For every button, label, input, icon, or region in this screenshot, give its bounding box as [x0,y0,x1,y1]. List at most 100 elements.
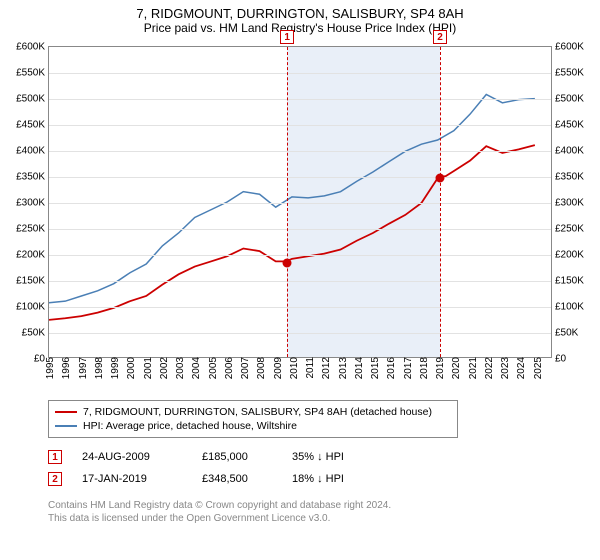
y-axis-label-right: £350K [551,172,584,183]
chart-container: 7, RIDGMOUNT, DURRINGTON, SALISBURY, SP4… [0,0,600,560]
x-axis-label: 2018 [416,357,430,379]
sale-badge: 1 [280,30,294,44]
x-axis-label: 2017 [400,357,414,379]
gridline [49,229,551,230]
gridline [49,307,551,308]
x-axis-label: 2004 [188,357,202,379]
sale-row: 1 24-AUG-2009 £185,000 35% ↓ HPI [48,446,372,468]
y-axis-label-right: £50K [551,328,578,339]
x-axis-label: 2016 [383,357,397,379]
y-axis-label-left: £150K [16,276,49,287]
sale-price: £348,500 [202,473,272,485]
sale-row-badge: 1 [48,450,62,464]
y-axis-label-left: £400K [16,146,49,157]
legend-swatch-property [55,411,77,413]
y-axis-label-left: £600K [16,42,49,53]
y-axis-label-left: £550K [16,68,49,79]
x-axis-label: 2001 [140,357,154,379]
x-axis-label: 2006 [221,357,235,379]
sale-badge: 2 [433,30,447,44]
gridline [49,255,551,256]
y-axis-label-right: £600K [551,42,584,53]
x-axis-label: 2009 [270,357,284,379]
y-axis-label-right: £150K [551,276,584,287]
sale-delta: 35% ↓ HPI [292,451,372,463]
x-axis-label: 2003 [172,357,186,379]
x-axis-label: 2021 [465,357,479,379]
footer-line-1: Contains HM Land Registry data © Crown c… [48,500,391,513]
y-axis-label-left: £450K [16,120,49,131]
plot-area: £0£0£50K£50K£100K£100K£150K£150K£200K£20… [48,46,552,358]
gridline [49,333,551,334]
sales-table: 1 24-AUG-2009 £185,000 35% ↓ HPI 2 17-JAN-201… [48,446,372,490]
y-axis-label-right: £100K [551,302,584,313]
gridline [49,281,551,282]
chart-lines [49,47,551,357]
x-axis-label: 1999 [107,357,121,379]
chart-subtitle: Price paid vs. HM Land Registry's House … [0,21,600,35]
y-axis-label-right: £0 [551,354,566,365]
x-axis-label: 2023 [497,357,511,379]
y-axis-label-right: £300K [551,198,584,209]
footer-line-2: This data is licensed under the Open Gov… [48,513,391,526]
gridline [49,203,551,204]
x-axis-label: 1998 [91,357,105,379]
gridline [49,151,551,152]
x-axis-label: 2007 [237,357,251,379]
footer: Contains HM Land Registry data © Crown c… [48,500,391,525]
y-axis-label-right: £550K [551,68,584,79]
x-axis-label: 2019 [432,357,446,379]
x-axis-label: 2005 [205,357,219,379]
y-axis-label-left: £500K [16,94,49,105]
sale-row-badge: 2 [48,472,62,486]
x-axis-label: 1995 [42,357,56,379]
x-axis-label: 2022 [481,357,495,379]
sale-marker-line [287,47,288,357]
x-axis-label: 1997 [75,357,89,379]
y-axis-label-left: £100K [16,302,49,313]
y-axis-label-right: £500K [551,94,584,105]
x-axis-label: 2010 [286,357,300,379]
x-axis-label: 2008 [253,357,267,379]
series-line-property [49,145,535,320]
sale-delta: 18% ↓ HPI [292,473,372,485]
x-axis-label: 2020 [448,357,462,379]
legend-label-property: 7, RIDGMOUNT, DURRINGTON, SALISBURY, SP4… [83,406,432,418]
gridline [49,99,551,100]
gridline [49,177,551,178]
sale-row: 2 17-JAN-2019 £348,500 18% ↓ HPI [48,468,372,490]
y-axis-label-right: £200K [551,250,584,261]
x-axis-label: 2025 [530,357,544,379]
sale-marker-line [440,47,441,357]
x-axis-label: 2013 [335,357,349,379]
gridline [49,73,551,74]
y-axis-label-left: £200K [16,250,49,261]
gridline [49,125,551,126]
legend-item-property: 7, RIDGMOUNT, DURRINGTON, SALISBURY, SP4… [55,405,451,419]
x-axis-label: 2002 [156,357,170,379]
x-axis-label: 2012 [318,357,332,379]
legend-item-hpi: HPI: Average price, detached house, Wilt… [55,419,451,433]
sale-point [283,258,292,267]
y-axis-label-left: £300K [16,198,49,209]
legend: 7, RIDGMOUNT, DURRINGTON, SALISBURY, SP4… [48,400,458,438]
sale-date: 17-JAN-2019 [82,473,182,485]
y-axis-label-left: £50K [22,328,49,339]
sale-date: 24-AUG-2009 [82,451,182,463]
x-axis-label: 1996 [58,357,72,379]
chart-title: 7, RIDGMOUNT, DURRINGTON, SALISBURY, SP4… [0,0,600,21]
x-axis-label: 2011 [302,357,316,379]
legend-swatch-hpi [55,425,77,427]
y-axis-label-right: £250K [551,224,584,235]
sale-price: £185,000 [202,451,272,463]
y-axis-label-right: £400K [551,146,584,157]
sale-point [436,173,445,182]
x-axis-label: 2015 [367,357,381,379]
x-axis-label: 2024 [513,357,527,379]
x-axis-label: 2000 [123,357,137,379]
y-axis-label-left: £250K [16,224,49,235]
x-axis-label: 2014 [351,357,365,379]
legend-label-hpi: HPI: Average price, detached house, Wilt… [83,420,297,432]
y-axis-label-right: £450K [551,120,584,131]
y-axis-label-left: £350K [16,172,49,183]
